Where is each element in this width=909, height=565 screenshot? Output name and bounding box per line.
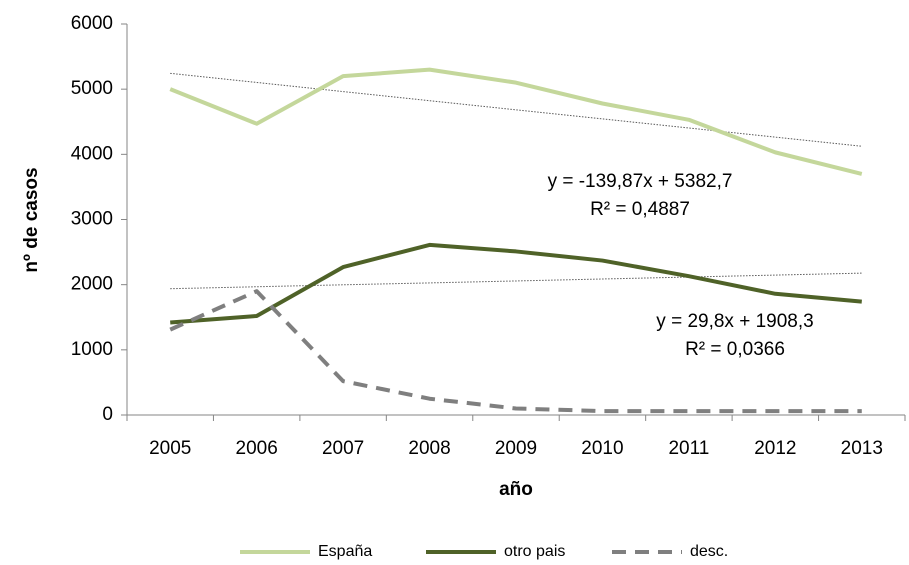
x-tick-label: 2013 [841,438,883,459]
trendline [170,72,862,147]
legend-label: España [318,543,372,560]
trend-equation: y = -139,87x + 5382,7 [548,171,733,192]
x-tick-label: 2008 [408,438,450,459]
x-tick-label: 2009 [495,438,537,459]
legend-label: desc. [690,543,728,560]
series-line [170,242,862,325]
trend-equation: y = 29,8x + 1908,3 [656,311,813,332]
y-axis-title: nº de casos [21,167,42,272]
x-axis-title: año [499,479,533,500]
x-tick-label: 2005 [149,438,191,459]
x-tick-label: 2012 [754,438,796,459]
trendline [170,272,862,290]
y-tick-label: 0 [102,404,113,425]
y-tick-label: 2000 [71,274,113,295]
series-line [169,289,862,414]
x-tick-label: 2011 [668,438,709,459]
y-tick-label: 1000 [71,339,113,360]
trend-equation: R² = 0,4887 [590,199,690,220]
series-line [169,67,863,176]
y-tick-label: 5000 [71,78,113,99]
y-tick-label: 6000 [71,13,113,34]
x-tick-label: 2006 [236,438,278,459]
y-tick-label: 4000 [71,143,113,164]
y-tick-label: 3000 [71,209,113,230]
x-tick-label: 2007 [322,438,364,459]
x-tick-label: 2010 [581,438,623,459]
legend-label: otro pais [504,543,565,560]
trend-equation: R² = 0,0366 [685,339,785,360]
